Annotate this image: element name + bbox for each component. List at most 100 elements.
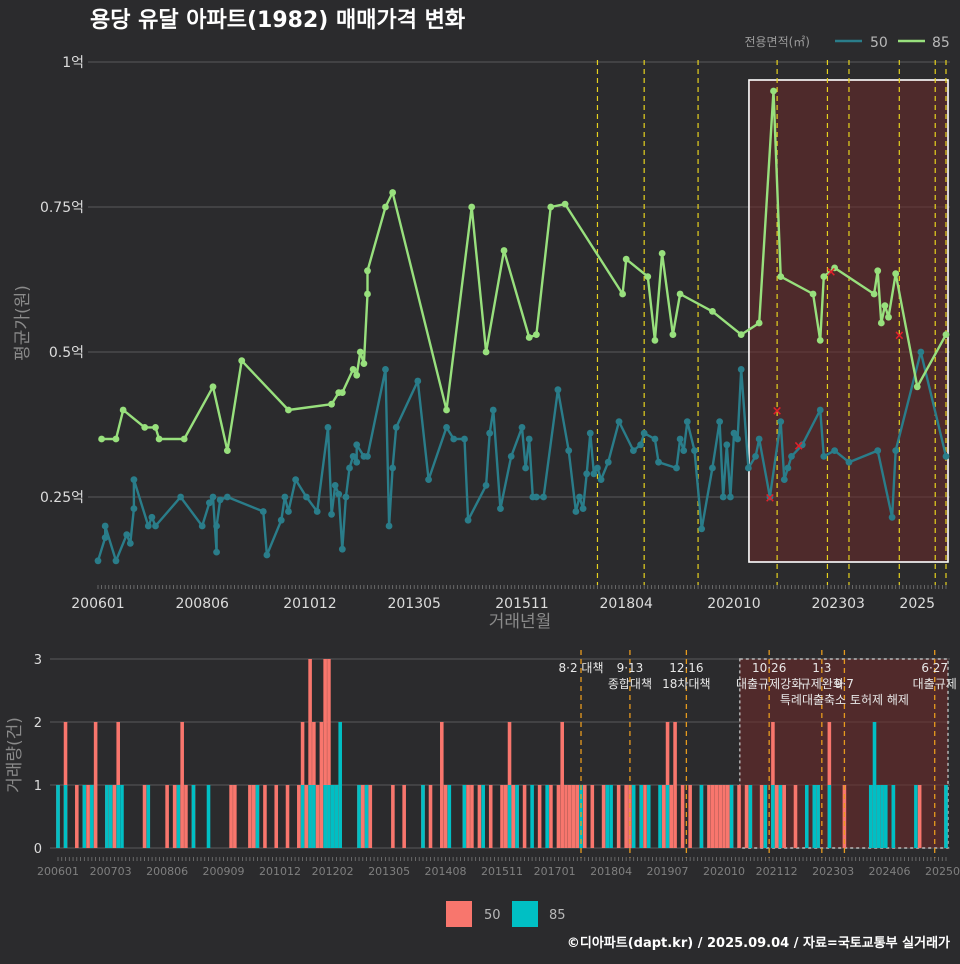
volume-bar-50 [172,785,177,848]
data-point-85 [644,273,652,280]
volume-x-tick-label: 200806 [146,865,188,878]
data-point-85 [770,87,777,95]
data-point-85 [547,203,555,211]
data-point-50 [522,464,529,472]
data-point-50 [126,540,134,547]
volume-bar-85 [82,785,87,848]
data-point-50 [727,493,734,501]
volume-bar-85 [312,785,316,848]
volume-bar-85 [631,785,636,848]
volume-bar-50 [251,785,256,848]
data-point-85 [349,366,357,373]
data-point-50 [342,493,350,501]
data-point-85 [468,203,476,211]
volume-bar-85 [699,785,704,848]
volume-bar-85 [56,785,60,848]
data-point-85 [942,331,950,338]
legend-label-50: 50 [870,35,888,51]
data-point-50 [579,505,587,512]
data-point-50 [651,435,659,443]
volume-x-tick-label: 202112 [756,865,798,878]
data-point-50 [597,476,605,483]
volume-legend: 50 85 [446,901,566,927]
policy-annotation: 1·3 [812,661,831,675]
volume-y-axis-label: 거래량(건) [5,717,25,793]
data-point-50 [586,429,594,437]
data-point-85 [482,348,490,356]
data-point-85 [676,290,684,298]
volume-x-tick-label: 202303 [812,865,854,878]
volume-y-tick-label: 2 [34,716,42,731]
volume-bar-85 [327,785,331,848]
volume-bar-85 [868,785,873,848]
data-point-50 [144,522,152,530]
volume-bar-85 [646,785,651,848]
data-point-50 [576,493,583,501]
volume-bar-50 [549,785,553,848]
data-point-50 [331,482,339,489]
data-point-85 [500,247,508,254]
volume-bar-85 [507,785,512,848]
data-point-50 [277,516,285,524]
data-point-50 [604,458,612,466]
volume-bar-85 [778,785,783,848]
data-point-50 [637,441,644,449]
data-point-85 [622,255,630,263]
volume-bar-50 [725,785,730,848]
data-point-50 [292,476,300,483]
volume-x-tick-label: 202406 [869,865,911,878]
data-point-50 [816,406,824,414]
x-tick-label: 201804 [599,596,653,612]
volume-bar-50 [793,785,798,848]
data-point-85 [112,435,120,443]
volume-bar-50 [319,722,324,848]
data-point-50 [486,429,494,437]
volume-bar-50 [229,785,233,848]
volume-bar-50 [744,785,749,848]
volume-x-tick-label: 200909 [203,865,245,878]
volume-bar-50 [285,785,290,848]
volume-bar-85 [639,785,644,848]
data-point-50 [892,447,900,454]
data-point-50 [414,377,422,385]
volume-x-tick-label: 200601 [37,865,79,878]
volume-legend-label-50: 50 [484,908,501,923]
data-point-85 [98,435,105,443]
data-point-50 [845,458,853,466]
volume-bar-85 [176,785,181,848]
data-point-50 [583,470,591,478]
volume-bar-85 [330,785,335,848]
volume-bar-50 [759,785,764,848]
volume-bar-85 [90,785,94,848]
volume-y-tick-label: 3 [34,653,42,668]
data-point-50 [94,557,102,565]
data-point-85 [820,273,828,280]
data-point-50 [216,496,224,504]
data-point-50 [525,435,533,443]
data-point-50 [205,499,213,507]
volume-bar-85 [891,785,896,848]
data-point-50 [784,464,792,472]
x-tick-label: 200806 [175,596,229,612]
data-point-50 [450,435,458,443]
volume-bar-85 [545,785,549,848]
x-tick-label: 201012 [283,596,336,612]
data-point-85 [881,302,889,309]
data-point-85 [338,389,346,396]
volume-bar-85 [729,785,734,848]
volume-x-tick-label: 201511 [481,865,523,878]
x-tick-label: 202303 [811,596,864,612]
volume-bar-50 [522,785,527,848]
volume-x-tick-label: 201907 [647,865,689,878]
data-point-50 [820,453,828,460]
data-point-50 [328,511,335,518]
volume-bar-50 [428,785,433,848]
data-point-85 [180,435,188,443]
volume-bar-50 [643,785,647,848]
volume-bar-50 [402,785,406,848]
data-point-50 [346,464,353,472]
data-point-50 [364,453,371,460]
volume-bar-50 [93,722,98,848]
data-point-50 [709,464,716,472]
data-point-50 [259,508,267,515]
